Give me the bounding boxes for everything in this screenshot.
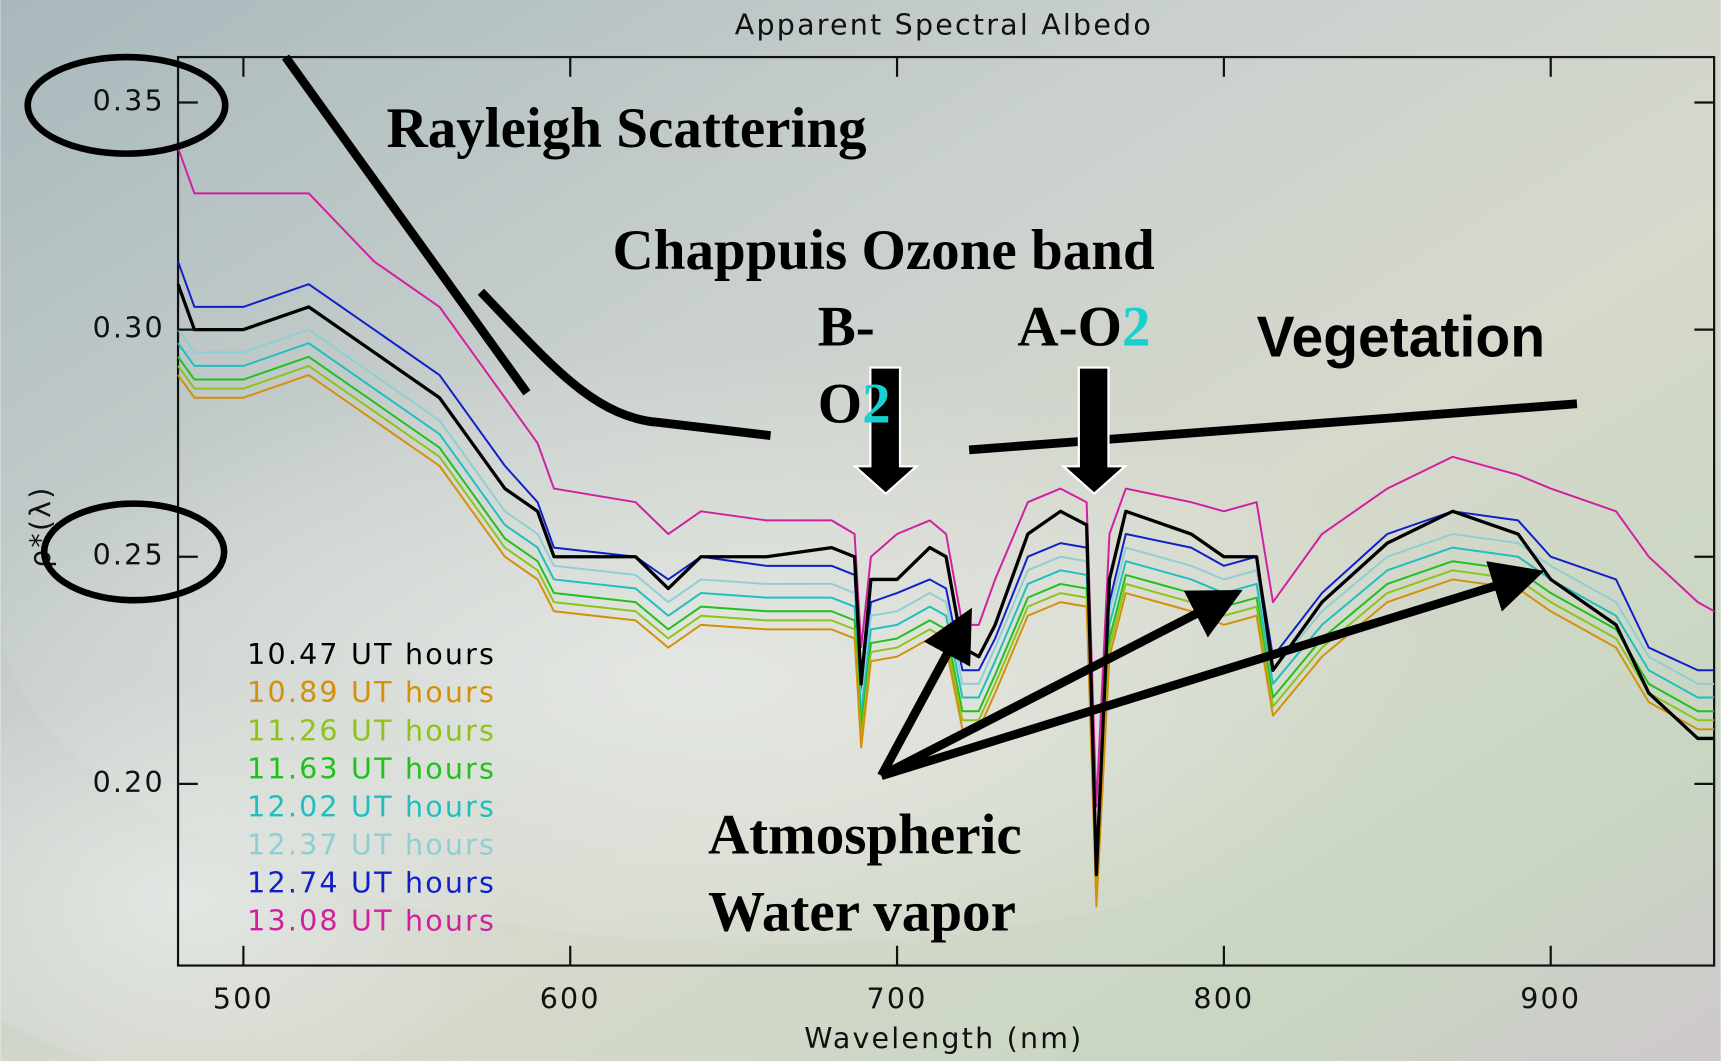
- x-axis-label: Wavelength (nm): [804, 1022, 1083, 1055]
- legend-entry: 12.37 UT hours: [247, 828, 496, 861]
- legend-entry: 10.47 UT hours: [247, 638, 496, 671]
- annotation: Rayleigh Scattering: [387, 97, 867, 160]
- x-tick-label: 500: [213, 983, 274, 1016]
- annotation: Water vapor: [708, 880, 1016, 943]
- chart: Apparent Spectral Albedo Wavelength (nm)…: [0, 0, 1721, 1061]
- x-tick-label: 600: [540, 983, 601, 1016]
- annotation-part: O: [818, 372, 862, 435]
- x-tick-label: 900: [1520, 983, 1581, 1016]
- legend-entry: 11.26 UT hours: [247, 714, 496, 747]
- x-tick-label: 700: [867, 983, 928, 1016]
- x-tick-label: 800: [1193, 983, 1254, 1016]
- annotation-part: 2: [1122, 296, 1151, 359]
- annotation: Vegetation: [1257, 306, 1545, 370]
- legend-entry: 12.74 UT hours: [247, 867, 496, 900]
- legend-entry: 13.08 UT hours: [247, 905, 496, 938]
- annotation: Chappuis Ozone band: [613, 219, 1155, 282]
- annotation-part: A-O: [1017, 296, 1122, 359]
- page: {"chart_data": {"type": "line", "title":…: [0, 0, 1721, 1061]
- chart-title: Apparent Spectral Albedo: [735, 8, 1153, 41]
- legend-entry: 11.63 UT hours: [247, 752, 496, 785]
- annotation: A-O2: [1017, 296, 1150, 359]
- annotation: O2: [818, 372, 891, 435]
- y-tick-label: 0.25: [93, 539, 165, 572]
- annotation-part: 2: [862, 372, 891, 435]
- legend-entry: 10.89 UT hours: [247, 676, 496, 709]
- y-tick-label: 0.20: [93, 766, 165, 799]
- y-tick-label: 0.30: [93, 312, 165, 345]
- annotation: Atmospheric: [708, 804, 1022, 867]
- y-tick-label: 0.35: [93, 84, 165, 117]
- annotation: B-: [818, 296, 875, 359]
- y-axis-label: ρ*(λ): [24, 485, 57, 567]
- legend-entry: 12.02 UT hours: [247, 790, 496, 823]
